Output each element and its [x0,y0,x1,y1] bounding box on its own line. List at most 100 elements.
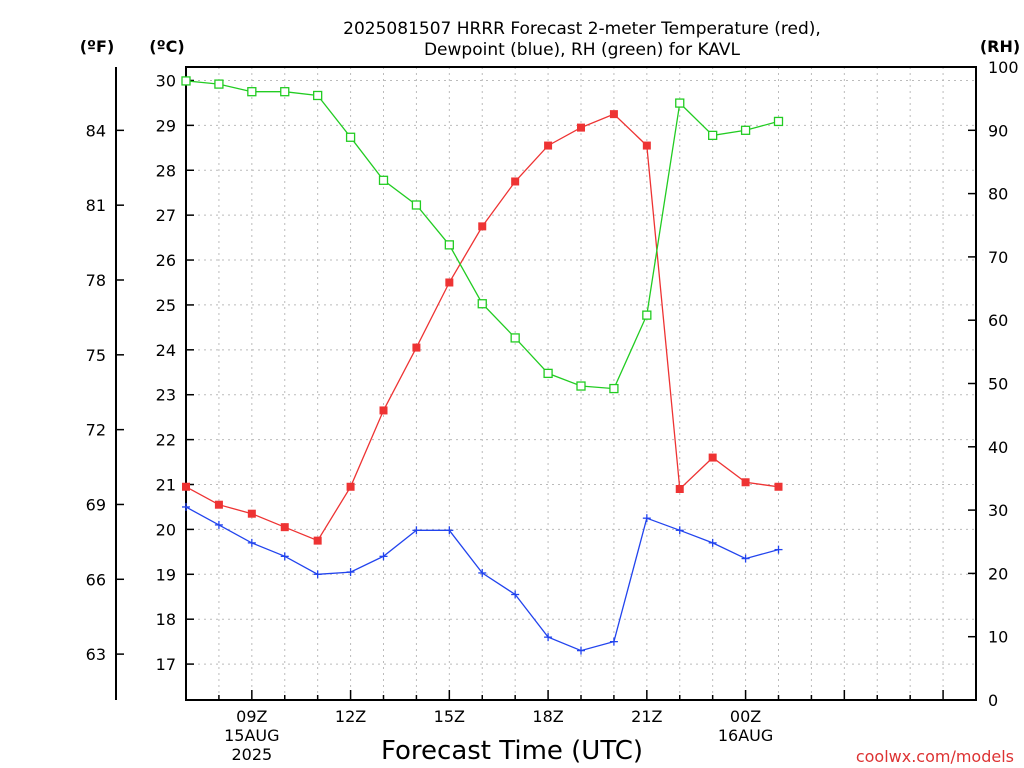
temperature-data-point [214,500,223,509]
x-tick-date-label: 15AUG [224,726,279,745]
temperature-data-point [445,278,454,287]
data-series [181,76,784,655]
fahrenheit-unit-label: (ºF) [80,37,115,56]
celsius-tick-label: 19 [156,565,176,584]
temperature-data-point [346,482,355,491]
temperature-data-point [609,110,618,119]
rh-tick-label: 30 [988,501,1008,520]
dewpoint-data-point [577,646,585,655]
temperature-data-point [313,536,322,545]
dewpoint-data-point [511,590,520,599]
rh-data-point [642,310,652,320]
x-tick-label: 12Z [335,707,366,726]
dewpoint-data-point [675,526,684,535]
dewpoint-data-point [708,538,717,547]
chart-title-line-1: 2025081507 HRRR Forecast 2-meter Tempera… [343,19,821,39]
temperature-data-point [412,343,421,352]
rh-tick-label: 60 [988,311,1008,330]
temperature-data-point [247,509,256,518]
temperature-data-point [280,523,289,532]
celsius-unit-label: (ºC) [149,37,184,56]
dewpoint-data-point [741,554,750,563]
temperature-data-point [379,406,388,415]
rh-tick-label: 50 [988,375,1008,394]
temperature-data-point [544,141,553,150]
rh-data-point [181,76,191,86]
rh-data-point [708,130,718,141]
fahrenheit-tick-label: 69 [86,495,106,514]
temperature-data-point [511,177,520,186]
fahrenheit-tick-label: 72 [86,421,106,440]
dewpoint-data-point [379,552,388,561]
rh-unit-label: (RH) [980,37,1020,56]
rh-data-point [609,383,619,394]
fahrenheit-tick-label: 75 [86,346,106,365]
temperature-data-point [182,482,190,491]
rh-data-point [214,79,224,89]
temperature-data-point [577,123,585,132]
x-tick-label: 00Z [730,707,761,726]
dewpoint-data-point [182,502,190,511]
chart-title-line-2: Dewpoint (blue), RH (green) for KAVL [424,40,741,60]
temperature-data-point [675,485,684,493]
rh-tick-label: 90 [988,121,1008,140]
rh-data-point [313,90,323,101]
x-tick-date-label: 16AUG [718,726,773,745]
temperature-data-point [478,222,487,231]
fahrenheit-tick-label: 66 [86,570,106,589]
rh-data-point [444,240,454,250]
temperature-data-point [708,453,717,462]
celsius-tick-label: 18 [156,610,176,629]
x-tick-label: 15Z [434,707,465,726]
temperature-data-point [774,482,783,491]
x-tick-label: 18Z [532,707,563,726]
rh-data-point [477,299,487,309]
celsius-tick-label: 21 [156,476,176,495]
rh-tick-label: 20 [988,564,1008,583]
celsius-tick-label: 29 [156,116,176,135]
dewpoint-data-point [478,568,487,577]
celsius-tick-label: 23 [156,386,176,405]
temperature-data-point [642,141,651,150]
rh-tick-label: 10 [988,628,1008,647]
rh-tick-label: 80 [988,185,1008,204]
rh-data-point [510,333,520,343]
celsius-tick-label: 25 [156,296,176,315]
rh-data-point [543,368,553,379]
dewpoint-data-point [346,568,355,577]
fahrenheit-tick-label: 84 [86,121,106,140]
dewpoint-data-point [774,545,783,554]
rh-data-point [576,381,586,391]
rh-data-point [247,87,257,97]
rh-data-point [345,132,356,142]
dewpoint-data-point [412,526,421,535]
watermark: coolwx.com/models [856,747,1014,766]
dewpoint-data-point [445,526,454,535]
celsius-tick-label: 20 [156,520,176,539]
x-tick-label: 09Z [236,707,267,726]
fahrenheit-tick-label: 81 [86,196,106,215]
celsius-tick-label: 26 [156,251,176,270]
celsius-tick-label: 24 [156,341,176,360]
rh-data-point [675,98,685,108]
dewpoint-data-point [247,538,256,547]
x-tick-label: 21Z [631,707,662,726]
celsius-tick-label: 22 [156,431,176,450]
rh-data-point [740,125,751,135]
rh-tick-label: 70 [988,248,1008,267]
rh-data-point [378,175,389,185]
temperature-data-point [741,478,750,487]
dewpoint-data-point [280,552,289,561]
x-tick-year-label: 2025 [231,745,272,764]
dewpoint-data-point [313,570,322,579]
fahrenheit-tick-label: 63 [86,645,106,664]
rh-data-point [773,116,784,127]
rh-data-point [411,200,422,210]
fahrenheit-tick-label: 78 [86,271,106,290]
celsius-tick-label: 28 [156,161,176,180]
rh-tick-label: 100 [988,58,1019,77]
dewpoint-data-point [642,514,651,523]
celsius-tick-label: 27 [156,206,176,225]
celsius-tick-label: 17 [156,655,176,674]
